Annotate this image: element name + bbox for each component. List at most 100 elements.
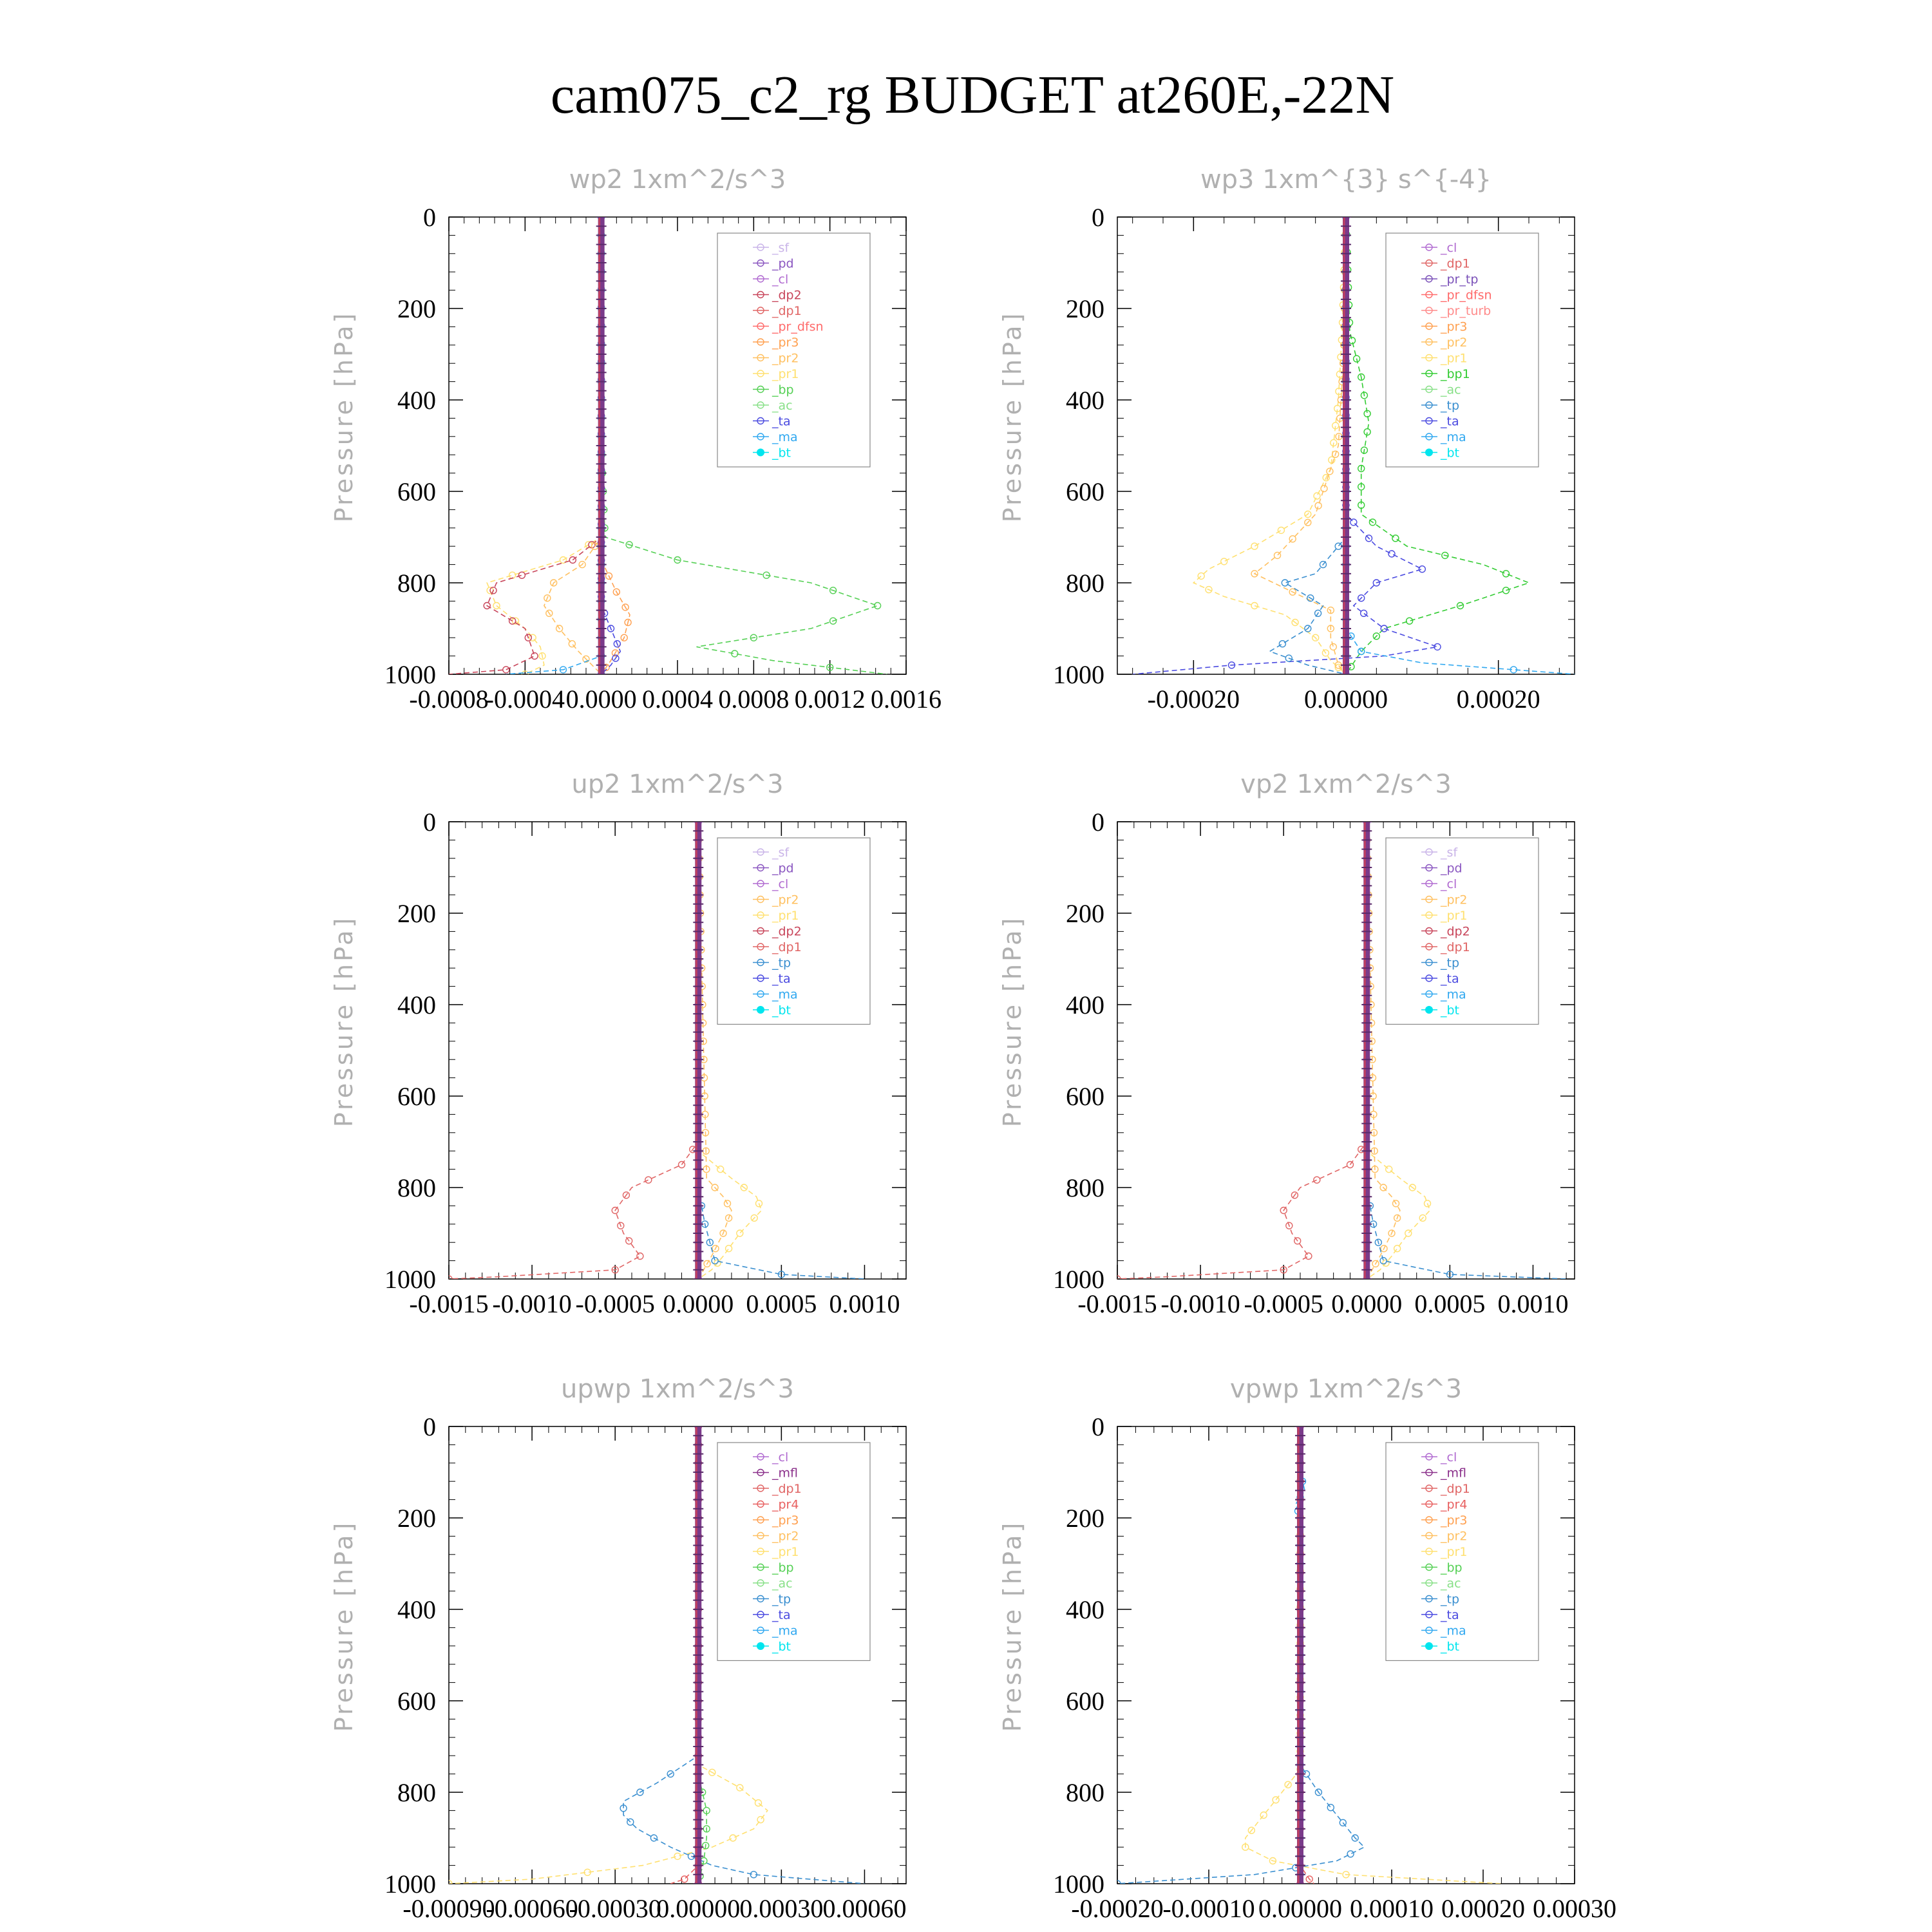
- series-marker: [1280, 1206, 1287, 1215]
- series-marker: [611, 1266, 619, 1274]
- series-marker: [582, 655, 590, 663]
- y-tick-label: 400: [397, 990, 436, 1019]
- series-marker: [729, 1834, 737, 1842]
- series-marker: [1251, 570, 1258, 578]
- legend-marker: [757, 943, 764, 951]
- y-axis-label: Pressure [hPa]: [998, 916, 1027, 1128]
- legend-label: _ta: [1440, 972, 1459, 986]
- series-marker: [621, 603, 629, 611]
- series-marker: [1251, 601, 1258, 610]
- series-marker: [716, 1165, 724, 1173]
- y-tick-label: 400: [397, 1595, 436, 1624]
- series-marker: [1321, 649, 1330, 657]
- series-marker: [667, 1770, 674, 1778]
- series-marker: [724, 1214, 733, 1222]
- legend-label: _bt: [1440, 1003, 1459, 1018]
- legend-label: _ta: [772, 1608, 791, 1622]
- legend-marker: [757, 1642, 764, 1650]
- series-marker: [1307, 594, 1314, 602]
- y-axis-label: Pressure [hPa]: [998, 1520, 1027, 1732]
- legend-marker: [1425, 1453, 1433, 1461]
- legend-label: _bt: [772, 446, 791, 460]
- legend-marker: [1425, 448, 1433, 457]
- series-marker: [1272, 1796, 1280, 1804]
- legend-label: _pd: [1440, 862, 1463, 876]
- legend-label: _pr1: [772, 1545, 799, 1559]
- series-marker: [645, 1176, 652, 1184]
- x-tick-label: -0.0005: [1244, 1289, 1323, 1318]
- series-marker: [1360, 446, 1368, 454]
- x-tick-label: -0.00030: [569, 1894, 661, 1923]
- series-marker: [1311, 634, 1320, 641]
- series-marker: [620, 1804, 627, 1812]
- series-marker: [612, 588, 620, 596]
- chart-panel-1: wp2 1xm^2/s^3 Pressure [hPa] 0 200 400 600 800…: [330, 165, 942, 714]
- legend-label: _dp2: [772, 925, 802, 939]
- series-marker: [1327, 625, 1335, 632]
- x-tick-label: 0.00020: [1457, 685, 1540, 714]
- legend-marker: [1425, 417, 1433, 425]
- legend-label: _pr3: [1440, 320, 1467, 334]
- x-tick-label: 0.0008: [718, 685, 789, 714]
- series-marker: [1227, 661, 1236, 669]
- legend-marker: [1425, 1006, 1433, 1014]
- series-marker: [1328, 456, 1336, 464]
- series-marker: [502, 666, 510, 674]
- series-marker: [1333, 404, 1341, 412]
- series-marker: [1331, 450, 1340, 458]
- legend-label: _cl: [1440, 877, 1457, 891]
- series-marker: [873, 601, 882, 610]
- y-tick-label: 1000: [1053, 1265, 1104, 1294]
- series-marker: [624, 618, 632, 627]
- series-marker: [1277, 526, 1285, 535]
- series-marker: [583, 1868, 591, 1877]
- series-marker: [1260, 1811, 1267, 1819]
- legend-label: _dp1: [1440, 1482, 1470, 1496]
- x-tick-label: 0.00030: [739, 1894, 823, 1923]
- plot-frame: [1117, 1426, 1575, 1884]
- chart-panel-4: vp2 1xm^2/s^3 Pressure [hPa] 0 200 400 600 800…: [998, 770, 1575, 1318]
- series-marker: [617, 1222, 625, 1229]
- series-marker: [1382, 1259, 1390, 1267]
- series-marker: [620, 634, 628, 641]
- legend-label: _bt: [1440, 446, 1459, 460]
- legend-label: _mfl: [772, 1466, 798, 1481]
- legend-marker: [757, 927, 764, 935]
- y-tick-label: 400: [1066, 386, 1104, 415]
- series-marker: [681, 1875, 688, 1883]
- series-marker: [1357, 464, 1365, 473]
- legend-label: _dp2: [1440, 925, 1470, 939]
- series-marker: [559, 666, 567, 674]
- legend-marker: [1425, 433, 1433, 440]
- legend-label: _ma: [772, 430, 798, 444]
- series-marker: [755, 1200, 763, 1208]
- series-marker: [613, 640, 621, 648]
- series-marker: [1280, 1266, 1287, 1274]
- x-tick-label: 0.0004: [642, 685, 713, 714]
- legend-label: _cl: [772, 1450, 788, 1464]
- legend-label: _ac: [772, 399, 793, 413]
- series-marker: [1372, 1260, 1379, 1268]
- series-marker: [1319, 560, 1327, 569]
- legend-label: _pr3: [772, 1513, 799, 1528]
- series-marker: [1418, 565, 1426, 573]
- x-tick-label: -0.00060: [486, 1894, 578, 1923]
- series-group: [449, 1426, 865, 1884]
- legend-label: _pr_dfsn: [772, 320, 824, 334]
- series-marker: [1342, 1871, 1350, 1879]
- legend-marker: [1425, 1484, 1433, 1492]
- series-marker: [1313, 1176, 1321, 1184]
- y-tick-label: 200: [397, 294, 436, 323]
- x-tick-label: 0.00030: [1533, 1894, 1616, 1923]
- series-line-dp2: [449, 217, 602, 674]
- series-marker: [483, 601, 491, 610]
- legend-marker: [1425, 864, 1433, 872]
- legend-marker: [757, 448, 764, 457]
- series-marker: [750, 634, 758, 641]
- legend-marker: [1425, 1531, 1433, 1540]
- legend-marker: [757, 354, 764, 362]
- legend-label: _cl: [1440, 241, 1457, 255]
- legend-label: _pr2: [772, 893, 799, 907]
- legend-label: _pr3: [1440, 1513, 1467, 1528]
